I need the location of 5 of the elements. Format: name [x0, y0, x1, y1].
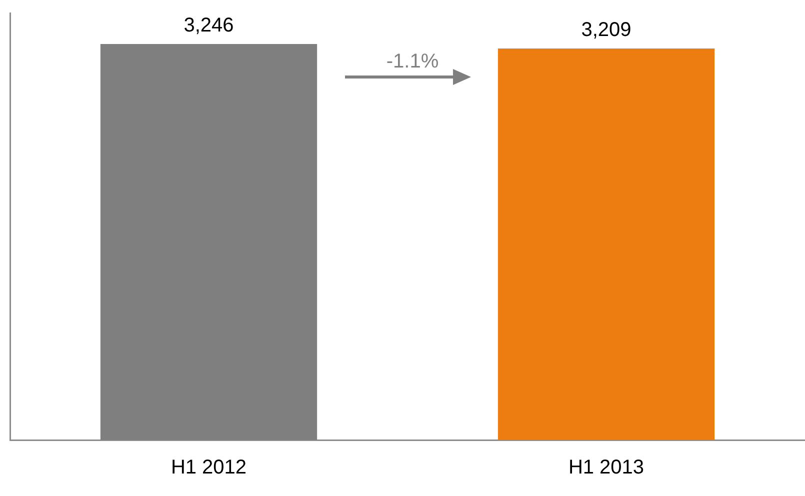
data-label: 3,209 [581, 19, 632, 42]
x-tick-label: H1 2013 [568, 456, 644, 479]
annotation: -1.1% [386, 50, 439, 73]
data-label: 3,246 [184, 14, 234, 37]
x-tick-label: H1 2012 [170, 456, 247, 479]
